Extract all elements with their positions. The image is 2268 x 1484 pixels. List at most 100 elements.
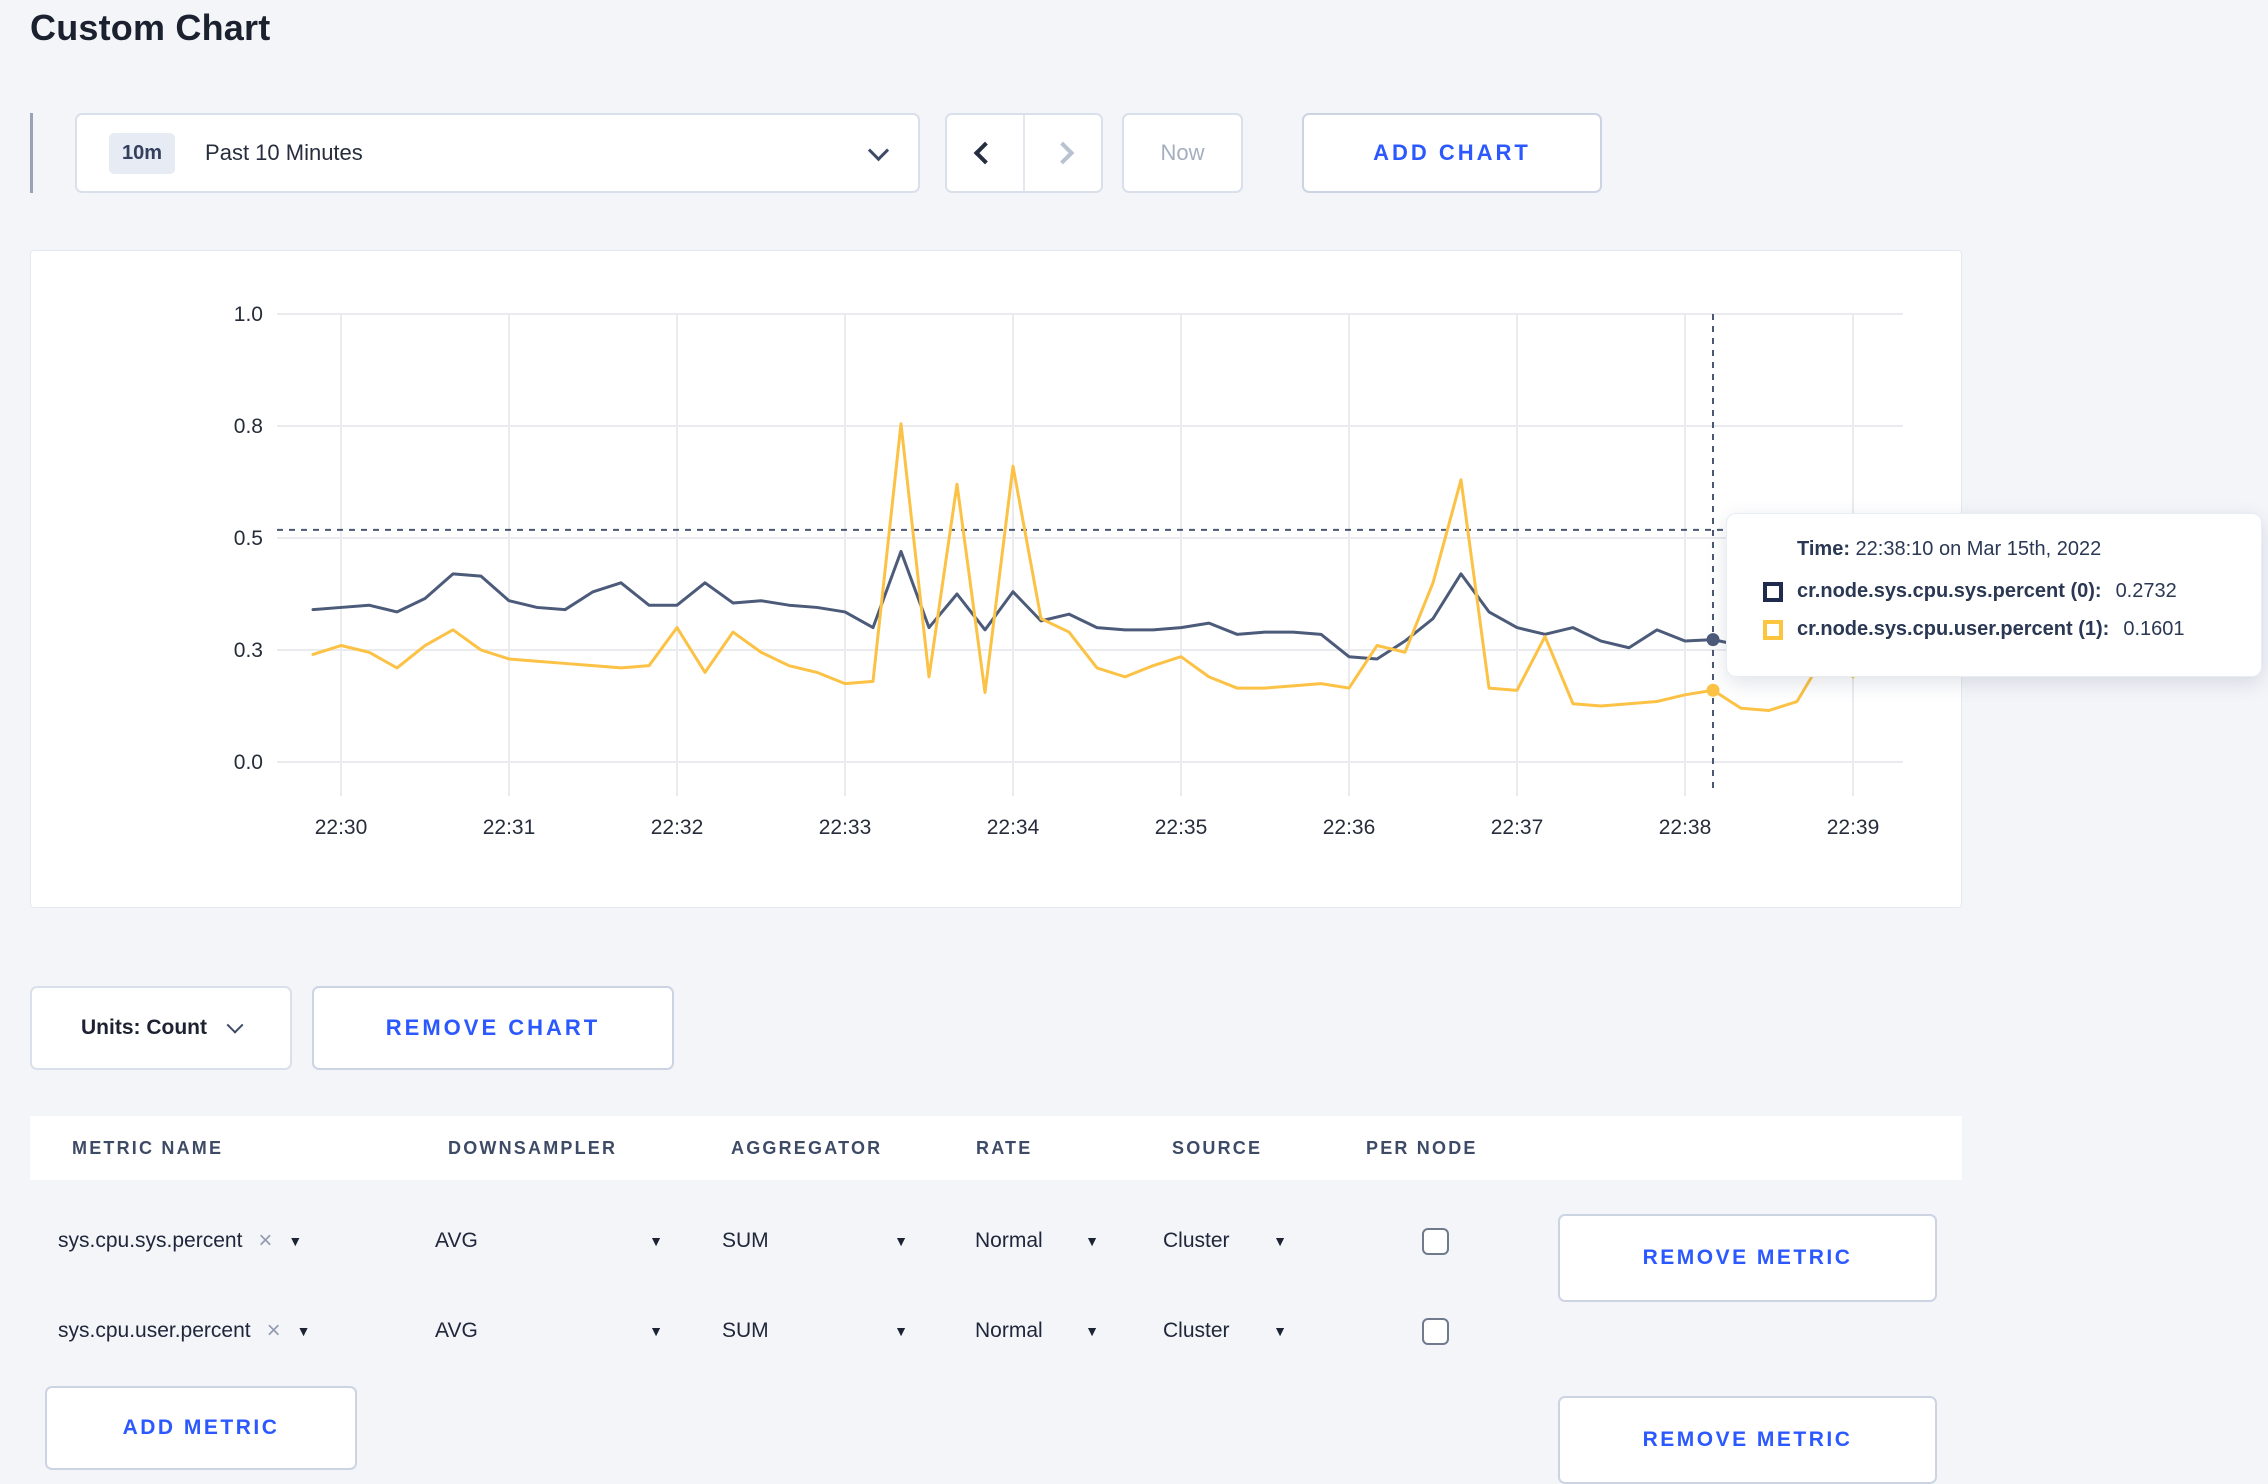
time-next-button[interactable]	[1023, 115, 1101, 191]
downsampler-select[interactable]: AVG ▼	[435, 1196, 663, 1286]
x-axis-tick-label: 22:32	[651, 816, 704, 839]
x-axis-tick-label: 22:39	[1827, 816, 1880, 839]
tooltip-time-label: Time:	[1797, 538, 1850, 560]
now-button[interactable]: Now	[1122, 113, 1243, 193]
aggregator-select[interactable]: SUM ▼	[722, 1286, 908, 1376]
per-node-cell	[1422, 1286, 1449, 1376]
series-line	[311, 422, 1883, 712]
source-select[interactable]: Cluster ▼	[1163, 1286, 1287, 1376]
aggregator-value: SUM	[722, 1229, 769, 1252]
caret-down-icon: ▼	[1273, 1323, 1287, 1339]
tooltip-series-label: cr.node.sys.cpu.sys.percent (0):	[1797, 580, 2102, 602]
hovered-point-marker	[1706, 683, 1720, 697]
metric-name-select[interactable]: sys.cpu.sys.percent × ▼	[58, 1196, 302, 1286]
units-select[interactable]: Units: Count	[30, 986, 292, 1070]
per-node-checkbox[interactable]	[1422, 1227, 1449, 1255]
x-axis-tick-label: 22:34	[987, 816, 1040, 839]
chevron-right-icon	[1051, 141, 1075, 165]
units-label: Units: Count	[81, 1016, 207, 1039]
chevron-down-icon	[226, 1016, 244, 1034]
rate-value: Normal	[975, 1229, 1043, 1252]
remove-metric-button[interactable]: REMOVE METRIC	[1558, 1396, 1937, 1484]
caret-down-icon[interactable]: ▼	[288, 1233, 303, 1249]
chevron-down-icon	[867, 139, 890, 161]
series-line	[311, 549, 1883, 661]
aggregator-value: SUM	[722, 1319, 769, 1342]
toolbar: 10m Past 10 Minutes Now ADD CHART	[30, 113, 2268, 193]
metric-name-select[interactable]: sys.cpu.user.percent × ▼	[58, 1286, 310, 1376]
downsampler-value: AVG	[435, 1229, 478, 1252]
aggregator-select[interactable]: SUM ▼	[722, 1196, 908, 1286]
chart-card: 0.0 0.3 0.5 0.8 1.0 22:30 22:31 22:32 22:33 22:34…	[30, 250, 1962, 908]
source-select[interactable]: Cluster ▼	[1163, 1196, 1287, 1286]
metric-row: sys.cpu.sys.percent × ▼ AVG ▼ SUM ▼ Norm…	[30, 1196, 1962, 1302]
x-axis-tick-label: 22:30	[315, 816, 368, 839]
toolbar-divider	[30, 113, 33, 193]
metric-name-value: sys.cpu.sys.percent	[58, 1229, 243, 1252]
x-axis-tick-label: 22:37	[1491, 816, 1544, 839]
x-axis-tick-label: 22:36	[1323, 816, 1376, 839]
tooltip-series-row: cr.node.sys.cpu.sys.percent (0): 0.2732	[1763, 580, 2261, 603]
tooltip-series-row: cr.node.sys.cpu.user.percent (1): 0.1601	[1763, 618, 2261, 641]
caret-down-icon: ▼	[894, 1323, 908, 1339]
custom-chart-page: Custom Chart 10m Past 10 Minutes Now ADD…	[0, 6, 2268, 1484]
series-swatch-icon	[1763, 619, 1783, 640]
metrics-table-header: METRIC NAME DOWNSAMPLER AGGREGATOR RATE …	[30, 1116, 1962, 1180]
y-axis-tick-label: 0.0	[234, 751, 263, 774]
chart-footer-controls: Units: Count REMOVE CHART	[30, 986, 2268, 1070]
add-metric-button[interactable]: ADD METRIC	[45, 1386, 357, 1470]
column-header-downsampler: DOWNSAMPLER	[448, 1138, 618, 1158]
cpu-percent-line-chart[interactable]: 0.0 0.3 0.5 0.8 1.0 22:30 22:31 22:32 22:33 22:34…	[31, 251, 1963, 909]
caret-down-icon: ▼	[1085, 1323, 1099, 1339]
caret-down-icon: ▼	[649, 1233, 663, 1249]
column-header-metric-name: METRIC NAME	[72, 1138, 224, 1158]
chevron-left-icon	[973, 141, 997, 165]
page-title: Custom Chart	[30, 7, 271, 48]
column-header-per-node: PER NODE	[1366, 1138, 1478, 1158]
time-range-badge: 10m	[109, 132, 176, 174]
x-axis-tick-label: 22:33	[819, 816, 872, 839]
source-value: Cluster	[1163, 1319, 1230, 1342]
downsampler-select[interactable]: AVG ▼	[435, 1286, 663, 1376]
x-axis-tick-label: 22:35	[1155, 816, 1208, 839]
y-axis-tick-label: 1.0	[234, 303, 263, 326]
column-header-source: SOURCE	[1172, 1138, 1263, 1158]
hovered-point-marker	[1706, 633, 1720, 647]
x-axis-tick-label: 22:31	[483, 816, 536, 839]
tooltip-series-label: cr.node.sys.cpu.user.percent (1):	[1797, 618, 2110, 640]
metrics-table-body: sys.cpu.sys.percent × ▼ AVG ▼ SUM ▼ Norm…	[30, 1180, 1962, 1484]
column-header-aggregator: AGGREGATOR	[731, 1138, 883, 1158]
caret-down-icon: ▼	[1273, 1233, 1287, 1249]
tooltip-time-value: 22:38:10 on Mar 15th, 2022	[1855, 538, 2102, 560]
y-axis-tick-label: 0.5	[234, 527, 263, 550]
x-axis-tick-label: 22:38	[1659, 816, 1712, 839]
per-node-cell	[1422, 1196, 1449, 1286]
chart-tooltip: Time: 22:38:10 on Mar 15th, 2022 cr.node…	[1726, 513, 2262, 677]
tooltip-time: Time: 22:38:10 on Mar 15th, 2022	[1797, 538, 2261, 561]
rate-select[interactable]: Normal ▼	[975, 1196, 1099, 1286]
time-range-select[interactable]: 10m Past 10 Minutes	[75, 113, 920, 193]
remove-chart-button[interactable]: REMOVE CHART	[312, 986, 674, 1070]
caret-down-icon: ▼	[894, 1233, 908, 1249]
source-value: Cluster	[1163, 1229, 1230, 1252]
downsampler-value: AVG	[435, 1319, 478, 1342]
tooltip-series-value: 0.2732	[2115, 580, 2177, 602]
clear-metric-icon[interactable]: ×	[266, 1317, 281, 1344]
column-header-rate: RATE	[976, 1138, 1033, 1158]
add-chart-button[interactable]: ADD CHART	[1302, 113, 1602, 193]
per-node-checkbox[interactable]	[1422, 1317, 1449, 1345]
clear-metric-icon[interactable]: ×	[258, 1227, 273, 1254]
rate-value: Normal	[975, 1319, 1043, 1342]
caret-down-icon[interactable]: ▼	[296, 1323, 311, 1339]
series-swatch-icon	[1763, 581, 1783, 602]
metric-name-value: sys.cpu.user.percent	[58, 1319, 251, 1342]
tooltip-series-value: 0.1601	[2123, 618, 2185, 640]
time-nav-group	[945, 113, 1103, 193]
y-axis-tick-label: 0.8	[234, 415, 263, 438]
remove-metric-button[interactable]: REMOVE METRIC	[1558, 1214, 1937, 1302]
caret-down-icon: ▼	[1085, 1233, 1099, 1249]
rate-select[interactable]: Normal ▼	[975, 1286, 1099, 1376]
time-prev-button[interactable]	[947, 115, 1023, 191]
y-axis-tick-label: 0.3	[234, 639, 263, 662]
metric-row: sys.cpu.user.percent × ▼ AVG ▼ SUM ▼ Nor…	[30, 1286, 1962, 1484]
